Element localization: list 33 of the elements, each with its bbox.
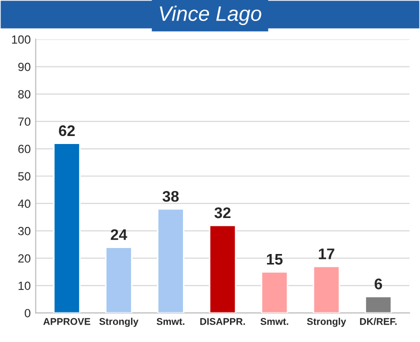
bar	[53, 142, 81, 313]
y-tick-label: 40	[18, 200, 30, 208]
data-label: 24	[110, 229, 128, 240]
x-tick-label: Strongly	[99, 318, 138, 327]
y-tick-label: 60	[18, 144, 30, 154]
data-label: 62	[58, 125, 75, 136]
y-tick-label: 100	[12, 35, 30, 44]
bar	[364, 296, 392, 313]
bar	[105, 246, 132, 313]
data-label: 6	[374, 278, 382, 290]
y-tick-label: 10	[18, 282, 30, 290]
data-label: 32	[214, 207, 230, 218]
x-tick-label: DK/REF.	[360, 318, 397, 326]
x-tick-label: Smwt.	[260, 318, 288, 325]
x-tick-label: DISAPPR.	[200, 318, 245, 325]
y-tick-label: 90	[18, 62, 30, 72]
bar	[157, 208, 184, 313]
data-label: 17	[318, 248, 334, 260]
x-tick-label: Strongly	[307, 318, 346, 327]
chart-title: Vince Lago	[160, 6, 262, 26]
x-tick-label: APPROVE	[43, 318, 90, 325]
y-tick-label: 0	[24, 308, 30, 318]
data-label: 38	[162, 190, 179, 202]
y-tick-label: 50	[18, 172, 30, 181]
bar	[208, 224, 236, 313]
x-tick-label: Smwt.	[156, 318, 184, 325]
bar	[312, 266, 340, 313]
y-tick-label: 80	[18, 90, 30, 98]
y-tick-label: 20	[18, 254, 30, 263]
y-tick-label: 30	[18, 226, 30, 236]
data-label: 15	[266, 254, 283, 265]
bar	[260, 271, 288, 313]
y-tick-label: 70	[18, 117, 30, 126]
